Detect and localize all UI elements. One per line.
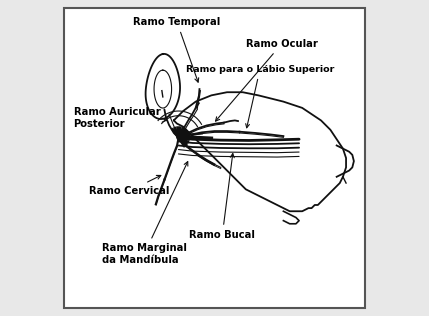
Text: Ramo para o Lábio Superior: Ramo para o Lábio Superior <box>186 65 334 128</box>
Text: Ramo Temporal: Ramo Temporal <box>133 17 221 82</box>
Text: Ramo Bucal: Ramo Bucal <box>189 154 255 240</box>
Text: Ramo Marginal
da Mandíbula: Ramo Marginal da Mandíbula <box>102 162 188 265</box>
Text: Ramo Auricular
Posterior: Ramo Auricular Posterior <box>73 107 166 129</box>
Text: Ramo Cervical: Ramo Cervical <box>89 175 169 196</box>
Text: Ramo Ocular: Ramo Ocular <box>215 39 318 121</box>
FancyBboxPatch shape <box>64 8 365 308</box>
